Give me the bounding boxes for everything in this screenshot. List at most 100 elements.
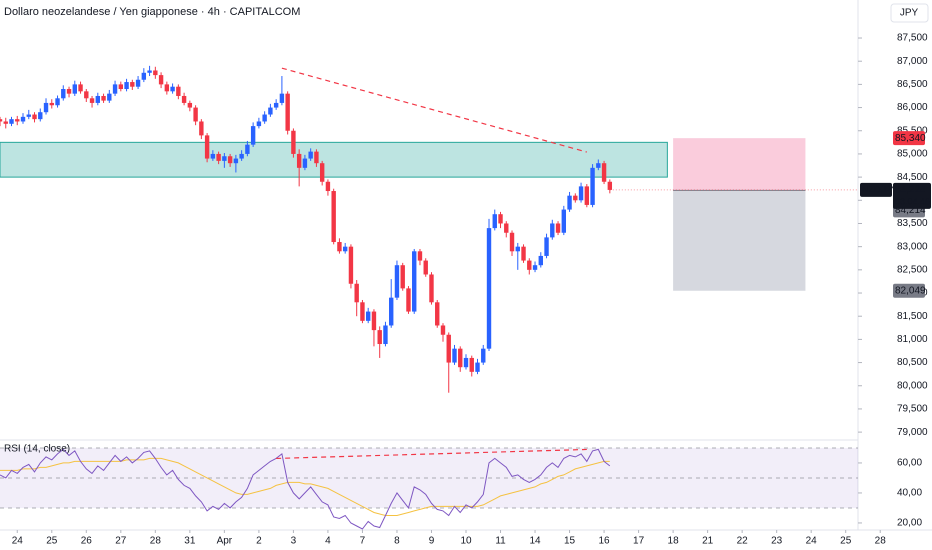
candle-body <box>227 156 233 164</box>
candle-body <box>112 84 118 94</box>
y-tick-label: 83,000 <box>897 241 928 252</box>
candle-body <box>199 121 204 136</box>
candle-body <box>561 209 567 233</box>
candle-body <box>365 311 371 321</box>
candle-body <box>481 348 486 363</box>
y-tick-label: 87,500 <box>897 33 928 44</box>
candle-body <box>78 84 83 92</box>
x-tick-label: 7 <box>360 536 366 547</box>
candle-body <box>475 362 480 372</box>
x-tick-label: 3 <box>291 536 297 547</box>
candle-body <box>389 297 394 326</box>
candle-body <box>584 186 590 205</box>
candle-body <box>348 246 354 284</box>
plot: 87,500 87,000 86,500 86,000 85,500 85,000 84,5… <box>0 33 931 547</box>
candle-body <box>435 302 440 326</box>
candle-body <box>176 86 181 96</box>
candle-body <box>308 151 313 159</box>
chart-title: Dollaro neozelandese / Yen giapponese · … <box>4 6 300 18</box>
x-tick-label: 26 <box>81 536 93 547</box>
position-upper <box>673 138 806 191</box>
candle-body <box>532 265 538 270</box>
currency-box[interactable] <box>890 3 929 23</box>
trendline <box>281 67 587 153</box>
y-tick-label: 85,500 <box>897 125 928 136</box>
price-label-box <box>893 283 925 298</box>
candle-body <box>170 86 175 92</box>
candle-body <box>0 119 3 122</box>
candle-body <box>567 195 572 210</box>
candle-body <box>256 121 262 127</box>
current-price-box <box>893 182 931 209</box>
candle-body <box>400 265 405 289</box>
x-tick-label: 23 <box>771 536 783 547</box>
candle-body <box>233 158 239 164</box>
price-label-box <box>893 131 925 146</box>
candle-body <box>32 114 37 120</box>
candle-body <box>216 153 221 161</box>
candle-body <box>15 119 20 122</box>
rsi-divergence <box>276 448 587 460</box>
countdown: 03:04:46 <box>895 196 930 206</box>
candle-body <box>187 102 193 108</box>
x-tick-label: 10 <box>460 536 472 547</box>
candle-body <box>20 116 26 122</box>
candle-body <box>153 70 158 76</box>
x-tick-label: 24 <box>12 536 24 547</box>
candle-body <box>521 246 526 261</box>
candle-body <box>555 223 561 233</box>
candle-body <box>95 95 101 103</box>
y-tick-label: 81,500 <box>897 311 928 322</box>
candle-body <box>573 195 578 201</box>
candle-body <box>590 167 595 205</box>
candle-body <box>262 114 267 122</box>
candle-body <box>124 82 129 90</box>
candle-body <box>509 232 515 252</box>
candle-body <box>193 107 198 122</box>
symbol-box <box>860 182 892 197</box>
y-tick-label: 85,000 <box>897 149 928 160</box>
candle-body <box>360 302 365 321</box>
candle-body <box>49 102 54 106</box>
x-tick-label: 28 <box>875 536 887 547</box>
position-lower <box>673 190 806 291</box>
candle-body <box>550 223 555 238</box>
y-tick-label: 86,000 <box>897 102 928 113</box>
y-tick-label: 82,500 <box>897 264 928 275</box>
candle-body <box>84 91 89 99</box>
y-tick-label: 87,000 <box>897 56 928 67</box>
candle-body <box>331 191 336 243</box>
x-tick-label: 8 <box>394 536 400 547</box>
candle-body <box>371 311 377 331</box>
x-tick-label: 11 <box>495 536 506 547</box>
symbol-label: NZDJPY <box>862 184 897 194</box>
price-label: 82,049 <box>895 285 926 296</box>
candle-body <box>101 95 106 101</box>
candle-body <box>429 274 434 303</box>
x-tick-label: Apr <box>217 536 233 547</box>
candle-body <box>222 156 227 161</box>
x-tick-label: 25 <box>840 536 852 547</box>
candle-body <box>55 98 60 106</box>
candle-body <box>107 93 112 101</box>
price-label: 84,214 <box>895 205 926 216</box>
candle-body <box>314 151 319 164</box>
candle-body <box>394 265 400 298</box>
x-tick-label: 4 <box>325 536 331 547</box>
y-tick-label: 79,500 <box>897 404 928 415</box>
y-tick-label: 84,500 <box>897 172 928 183</box>
candle-body <box>601 163 607 182</box>
candle-body <box>337 242 342 252</box>
candle-body <box>118 84 124 90</box>
currency[interactable]: JPY <box>900 8 919 19</box>
candle-body <box>279 93 285 103</box>
y-tick-label: 81,000 <box>897 334 928 345</box>
candle-body <box>446 334 451 363</box>
candle-body <box>354 283 359 303</box>
candle-body <box>61 89 66 99</box>
candle-body <box>273 102 279 108</box>
candle-body <box>250 126 256 145</box>
candle-body <box>210 153 216 159</box>
x-tick-label: 28 <box>150 536 162 547</box>
y-tick-label: 86,500 <box>897 79 928 90</box>
